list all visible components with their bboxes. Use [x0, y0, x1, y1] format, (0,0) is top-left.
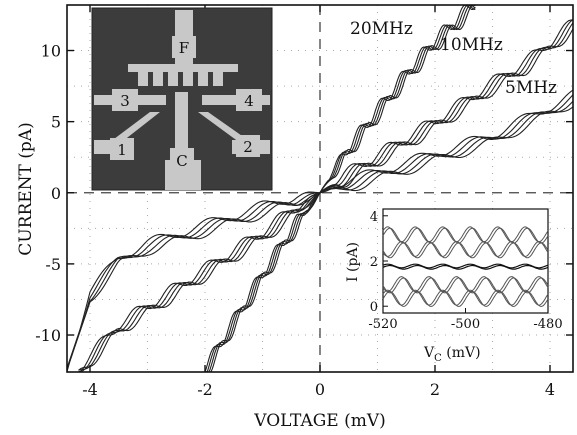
inset-trace: [382, 263, 549, 269]
inset-x-tick-label: -520: [368, 317, 397, 332]
x-axis-title: VOLTAGE (mV): [253, 411, 386, 431]
series-label-20mhz: 20MHz: [350, 19, 413, 39]
y-tick-label: -5: [45, 255, 61, 274]
inset-y-label: I (pA): [345, 242, 361, 282]
inset-trace: [382, 242, 549, 259]
series-strand: [205, 4, 476, 373]
inset-x-label: VC (mV): [423, 345, 481, 364]
x-tick-label: -4: [82, 380, 98, 399]
micro-label-3: 3: [120, 92, 130, 110]
micro-label-2: 2: [243, 138, 253, 156]
inset-y-tick-label: 4: [370, 210, 378, 225]
electrode-shapes: [94, 10, 270, 190]
inset-y-tick-label: 0: [370, 300, 378, 315]
series-label-10mhz: 10MHz: [440, 35, 503, 55]
y-axis-title: CURRENT (pA): [16, 122, 36, 255]
x-tick-label: -2: [197, 380, 213, 399]
inset-trace: [382, 289, 549, 306]
inset-trace: [382, 264, 549, 270]
device-micrograph: F 3 4 1 2 C: [91, 7, 273, 191]
series-strand: [205, 4, 476, 373]
series-strand: [204, 4, 476, 373]
x-tick-label: 0: [315, 380, 325, 399]
inset-trace: [382, 227, 549, 244]
micro-label-c: C: [176, 152, 187, 170]
y-tick-label: -10: [35, 326, 61, 345]
y-tick-label: 10: [41, 42, 61, 61]
inset-trace: [382, 276, 549, 293]
inset-x-label-sub: C: [434, 353, 442, 364]
micro-label-1: 1: [117, 141, 127, 159]
series-label-5mhz: 5MHz: [505, 78, 557, 98]
inset-y-tick-label: 2: [370, 255, 378, 270]
inset-ticks: -520 -500 -480 0 2 4: [368, 210, 562, 332]
micro-label-4: 4: [244, 92, 254, 110]
inset-x-label-unit: (mV): [442, 345, 481, 361]
inset-trace: [382, 226, 549, 243]
series-strand: [78, 19, 574, 373]
series-strand: [66, 89, 574, 370]
inset-plot: -520 -500 -480 0 2 4 I (pA) VC (mV): [345, 208, 563, 364]
inset-x-tick-label: -480: [533, 317, 562, 332]
inset-trace: [382, 241, 549, 258]
y-tick-label: 0: [51, 184, 61, 203]
inset-curves: [382, 226, 549, 307]
x-tick-label: 4: [545, 380, 555, 399]
micro-label-f: F: [179, 39, 189, 57]
curve-layer: [66, 4, 574, 373]
inset-x-label-main: V: [423, 345, 435, 361]
inset-trace: [382, 290, 549, 307]
inset-frame: [382, 208, 549, 314]
inset-x-tick-label: -500: [451, 317, 480, 332]
x-tick-label: 2: [430, 380, 440, 399]
y-tick-label: 5: [51, 113, 61, 132]
inset-trace: [382, 277, 549, 294]
